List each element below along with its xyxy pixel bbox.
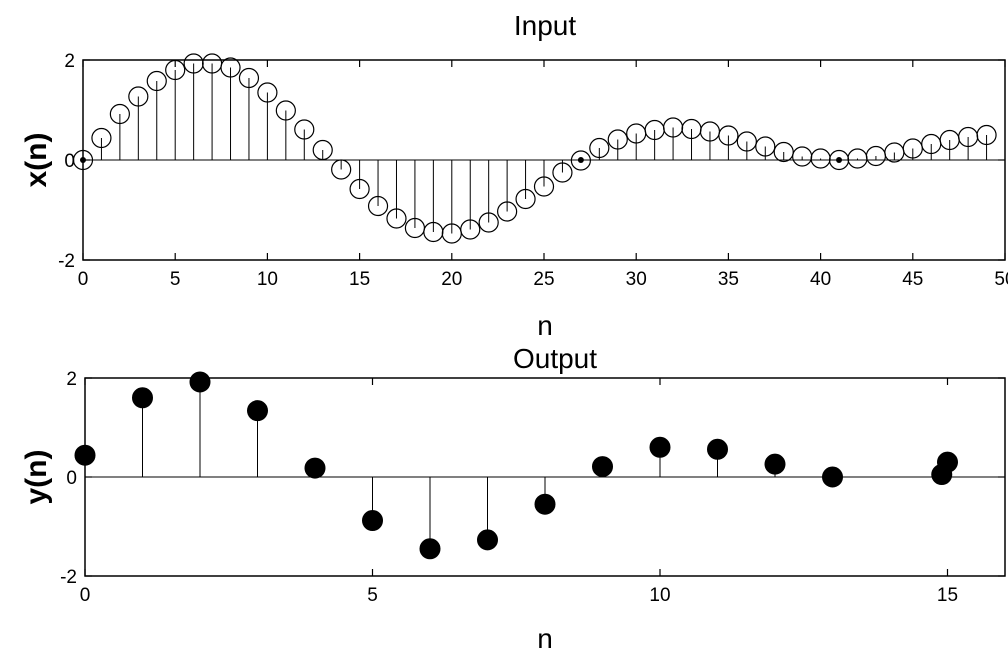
- input-x-tick-label: 0: [78, 269, 89, 290]
- input-x-tick-label: 35: [718, 269, 739, 290]
- input-stem-marker: [257, 82, 278, 103]
- output-x-tick-label: 5: [367, 585, 378, 606]
- input-x-tick-label: 15: [349, 269, 370, 290]
- input-stem-marker: [515, 188, 536, 210]
- input-stem-marker: [497, 201, 518, 222]
- input-stems: [72, 53, 997, 244]
- input-stem-marker: [533, 176, 555, 197]
- output-x-tick-label: 15: [937, 585, 958, 606]
- output-stem-marker: [189, 371, 211, 393]
- input-stem-marker: [736, 131, 757, 152]
- input-stem-marker: [478, 212, 499, 233]
- input-stem-marker: [718, 125, 739, 146]
- input-stem-marker: [386, 208, 407, 229]
- output-y-axis-label: y(n): [20, 450, 53, 505]
- input-y-ticks: -2 0 2: [58, 51, 1005, 272]
- output-stem-marker: [592, 456, 613, 478]
- input-zero-dot: [577, 157, 584, 163]
- input-stem-marker: [91, 127, 112, 149]
- output-x-tick-label: 0: [80, 585, 91, 606]
- output-plot: Output 0 5 10 15 -202 n y(n): [20, 343, 1006, 654]
- input-stem-marker: [109, 103, 130, 125]
- input-stem-marker: [312, 139, 333, 161]
- output-x-ticks: 0 5 10 15: [80, 378, 958, 606]
- input-x-axis-label: n: [537, 310, 553, 341]
- input-stem-marker: [275, 100, 296, 121]
- output-y-tick-label: 0: [66, 468, 77, 489]
- output-stem-marker: [419, 538, 441, 560]
- input-stem-marker: [220, 57, 241, 78]
- input-stem-marker: [128, 86, 149, 107]
- output-stem-marker: [764, 453, 786, 475]
- input-stem-marker: [552, 162, 573, 183]
- output-stem-marker: [477, 529, 498, 551]
- output-stem-marker: [362, 510, 383, 532]
- input-stem-marker: [72, 149, 94, 171]
- input-x-tick-label: 10: [257, 269, 278, 290]
- input-stem-marker: [460, 219, 481, 240]
- input-stem-marker: [331, 159, 352, 180]
- input-x-tick-label: 30: [626, 269, 647, 290]
- input-plot-title: Input: [514, 10, 576, 41]
- input-x-tick-label: 45: [902, 269, 923, 290]
- input-x-tick-label: 5: [170, 269, 181, 290]
- output-stem-marker: [132, 387, 153, 409]
- output-stem-marker: [534, 493, 556, 515]
- input-stem-marker: [349, 178, 370, 200]
- input-stem-marker: [146, 70, 167, 92]
- output-stems: [74, 371, 958, 560]
- input-y-tick-label: 0: [64, 151, 75, 172]
- output-stem-marker: [247, 400, 268, 422]
- input-y-axis-label: x(n): [20, 133, 53, 188]
- output-stem-marker: [707, 438, 728, 460]
- input-stem-marker: [294, 119, 315, 140]
- input-zero-dot: [836, 157, 843, 163]
- output-stem-marker: [649, 436, 671, 458]
- input-plot: Input 05101520253035404550 -202 n x(n): [20, 10, 1008, 341]
- output-stem-marker: [74, 444, 96, 466]
- input-stem-marker: [976, 124, 997, 146]
- input-y-tick-label: -2: [58, 251, 75, 272]
- output-stem-marker: [937, 451, 958, 473]
- output-y-ticks: -2 0 2: [60, 369, 1005, 588]
- input-stem-marker: [755, 136, 776, 157]
- input-y-tick-label: 2: [64, 51, 75, 72]
- input-x-tick-label: 50: [994, 269, 1008, 290]
- output-stem-marker: [304, 457, 326, 479]
- output-plot-title: Output: [513, 343, 597, 374]
- input-x-tick-label: 25: [533, 269, 554, 290]
- input-stem-marker: [238, 67, 260, 89]
- input-stem-marker: [367, 195, 389, 217]
- output-stem-marker: [822, 466, 843, 488]
- output-x-tick-label: 10: [649, 585, 670, 606]
- output-x-axis-label: n: [537, 623, 553, 654]
- output-y-tick-label: -2: [60, 567, 77, 588]
- input-x-tick-label: 20: [441, 269, 462, 290]
- input-x-tick-label: 40: [810, 269, 831, 290]
- output-y-tick-label: 2: [66, 369, 77, 390]
- input-x-ticks: 0 5 10 15 20 25 30 35 40 45 50: [78, 60, 1008, 290]
- input-stem-marker: [570, 150, 591, 171]
- input-stem-marker: [607, 129, 628, 150]
- input-stem-marker: [589, 137, 610, 159]
